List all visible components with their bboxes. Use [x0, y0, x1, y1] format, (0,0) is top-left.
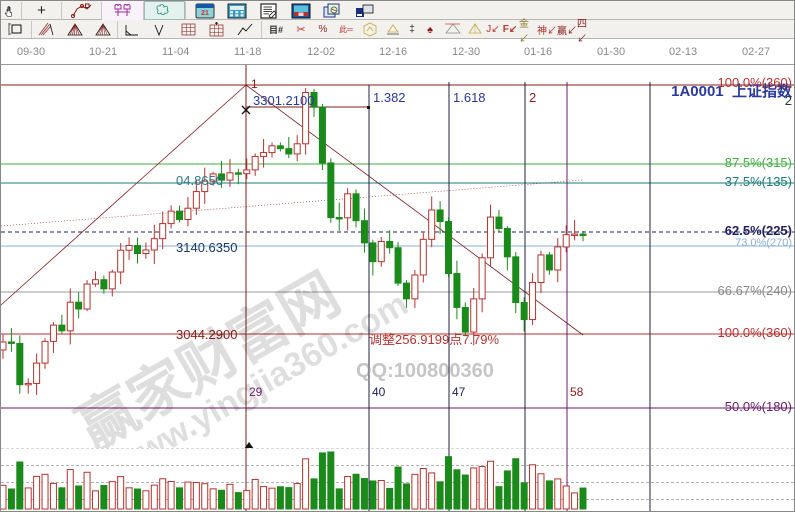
svg-text:21: 21: [201, 10, 209, 17]
